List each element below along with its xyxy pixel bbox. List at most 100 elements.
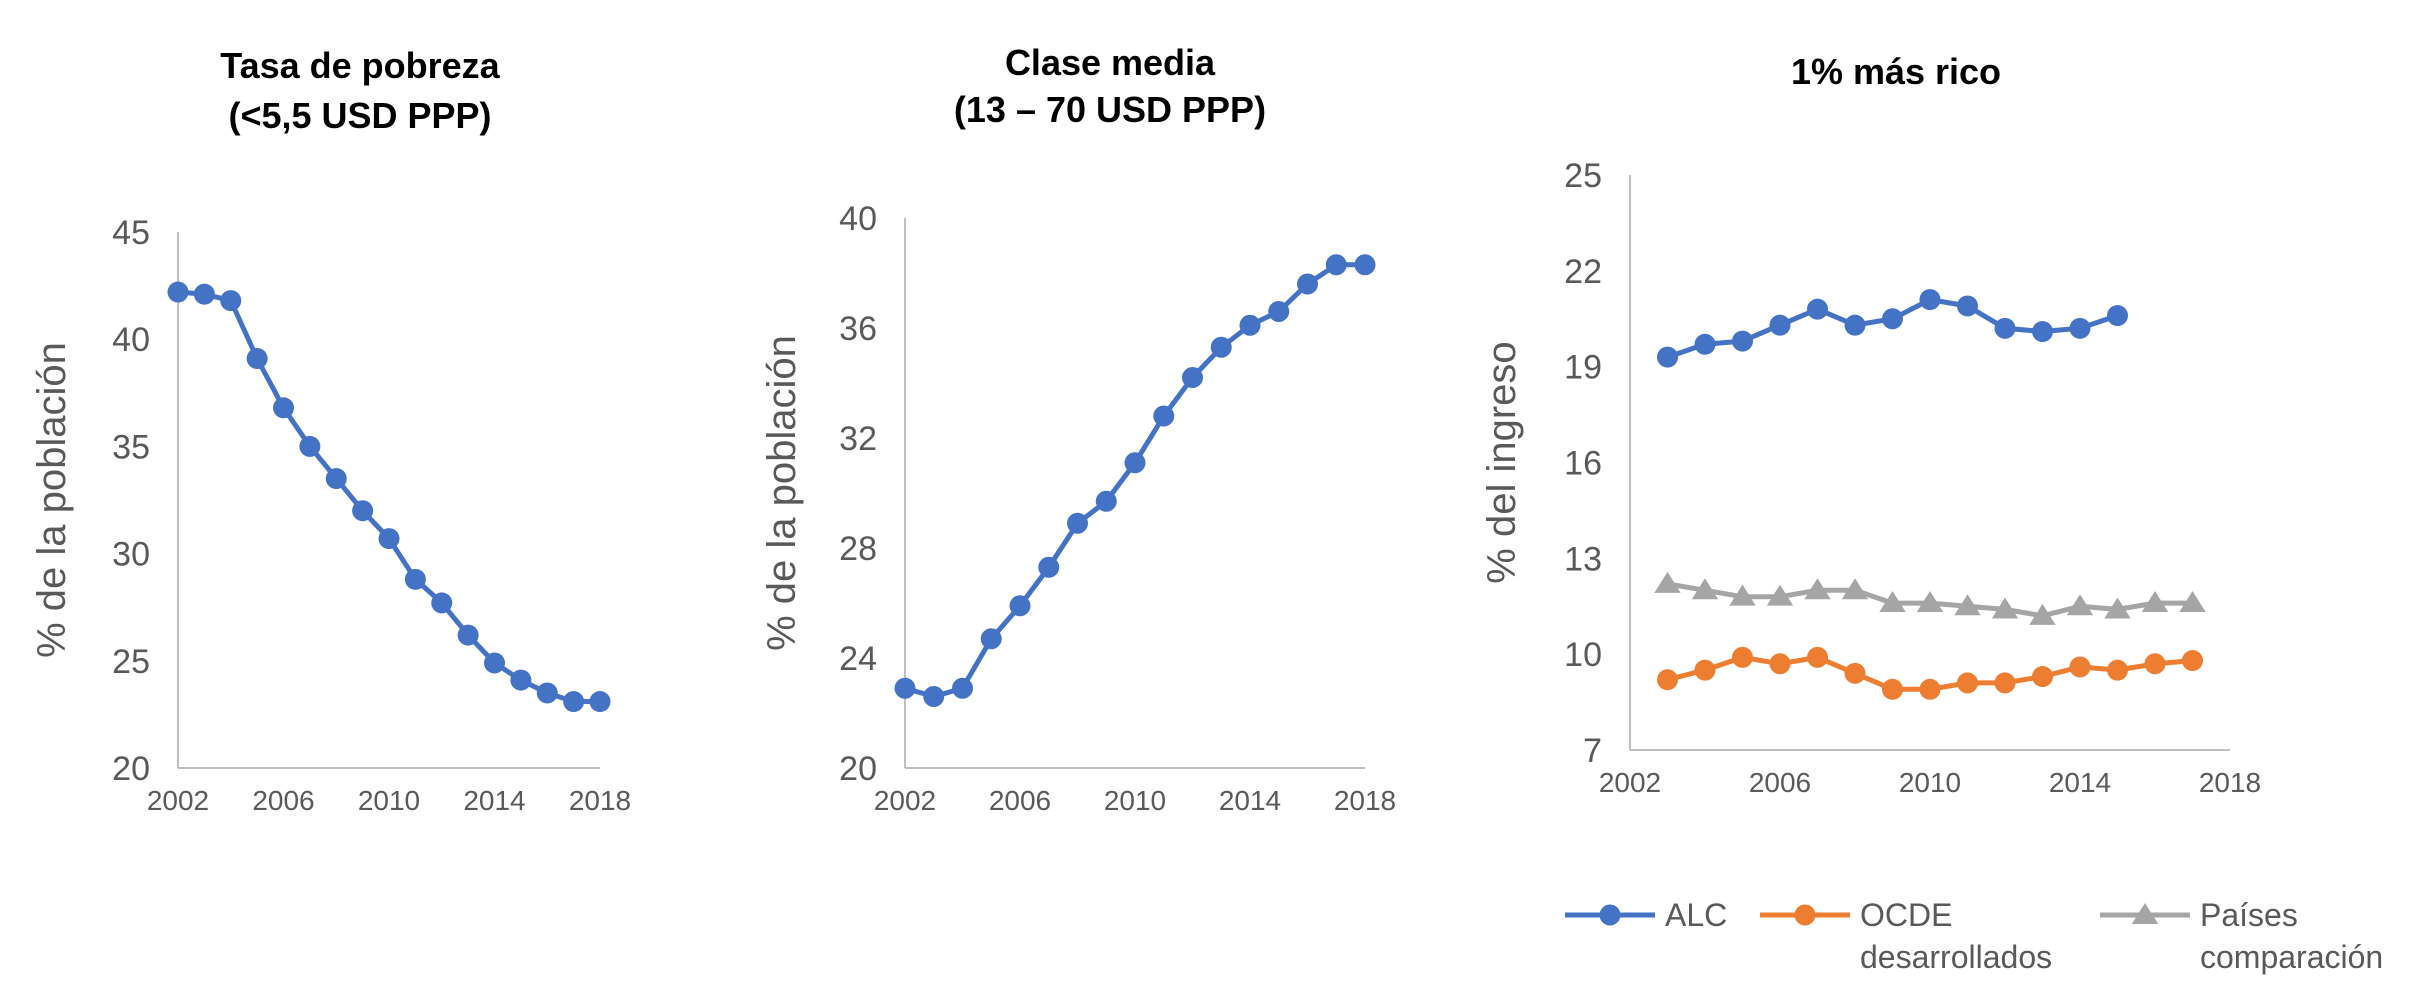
data-point [1766, 584, 1794, 606]
data-point [1182, 367, 1203, 388]
y-axis-label: % de la población [760, 335, 804, 651]
data-point [2141, 591, 2169, 613]
data-point [1957, 672, 1978, 694]
data-point [2107, 659, 2128, 681]
legend-label: ALC [1665, 897, 1727, 933]
x-tick-label: 2006 [989, 785, 1051, 816]
legend-marker [2131, 903, 2159, 924]
y-tick-label: 28 [839, 530, 877, 568]
y-tick-label: 40 [112, 321, 150, 359]
data-point [1297, 273, 1318, 295]
data-point [563, 691, 585, 713]
data-point [952, 677, 973, 699]
data-point [1095, 490, 1117, 512]
x-tick-label: 2014 [463, 785, 525, 816]
data-point [1919, 289, 1941, 311]
data-point [1654, 571, 1681, 593]
data-point [1807, 646, 1828, 668]
x-tick-label: 2006 [252, 785, 314, 816]
x-tick-label: 2018 [2199, 767, 2261, 798]
y-tick-label: 13 [1564, 540, 1602, 578]
data-point [2179, 591, 2206, 613]
data-point [1954, 594, 1981, 616]
data-point [1038, 556, 1060, 578]
legend-label: Países [2200, 897, 2298, 933]
data-point [1691, 578, 1719, 600]
data-point [1916, 591, 1944, 613]
data-point [2069, 317, 2091, 339]
x-tick-label: 2014 [2049, 767, 2111, 798]
legend-marker [1599, 904, 1621, 926]
y-tick-label: 20 [112, 750, 150, 788]
data-point [2144, 653, 2166, 675]
y-axis-label: % del ingreso [1480, 341, 1524, 583]
data-point [1732, 330, 1753, 352]
data-point [1957, 295, 1978, 317]
legend-label: desarrollados [1860, 939, 2052, 975]
data-point [1807, 298, 1828, 320]
data-point [1994, 317, 2016, 339]
data-point [1844, 662, 1866, 684]
data-point [1729, 584, 1756, 606]
y-tick-label: 45 [112, 214, 150, 252]
x-tick-label: 2006 [1749, 767, 1811, 798]
data-point [1009, 595, 1031, 617]
data-point [1732, 646, 1753, 668]
data-point [273, 397, 294, 419]
x-tick-label: 2014 [1219, 785, 1281, 816]
chart-title-line: (13 – 70 USD PPP) [954, 89, 1266, 130]
data-point [536, 682, 558, 704]
y-tick-label: 20 [839, 750, 877, 788]
data-point [1882, 308, 1903, 330]
chart-poverty-rate: Tasa de pobreza (<5,5 USD PPP) 20 25 30 35 40 4… [30, 45, 631, 816]
legend-marker [1794, 904, 1816, 926]
data-point [2182, 650, 2203, 672]
y-tick-label: 22 [1564, 253, 1602, 291]
data-point [1354, 254, 1376, 276]
chart-middle-class: Clase media (13 – 70 USD PPP) 20 24 28 32 36 40… [760, 42, 1396, 816]
data-point [246, 347, 268, 369]
data-point [484, 652, 505, 674]
legend-label: OCDE [1860, 897, 1952, 933]
y-tick-label: 19 [1564, 349, 1602, 387]
y-tick-label: 32 [839, 420, 877, 458]
x-tick-label: 2010 [358, 785, 420, 816]
data-point [1769, 653, 1791, 675]
data-point [980, 628, 1002, 650]
y-tick-label: 36 [839, 310, 877, 348]
x-tick-label: 2002 [147, 785, 209, 816]
data-point [220, 290, 242, 312]
series-line [177, 289, 600, 704]
data-point [2069, 656, 2091, 678]
data-point [325, 468, 347, 490]
data-point [1919, 678, 1941, 700]
y-tick-label: 10 [1564, 636, 1602, 674]
y-tick-label: 25 [1564, 157, 1602, 195]
chart-title-line: Clase media [1005, 42, 1216, 83]
data-point [378, 528, 400, 550]
series-line [904, 262, 1365, 699]
data-point [1124, 452, 1146, 474]
data-point [2104, 597, 2131, 619]
x-tick-label: 2018 [569, 785, 631, 816]
legend-label: comparación [2200, 939, 2383, 975]
chart-title-line: 1% más rico [1791, 51, 2001, 92]
data-point [1657, 346, 1678, 368]
data-point [1694, 659, 1716, 681]
data-point [167, 281, 189, 303]
data-point [1879, 591, 1906, 613]
y-tick-label: 16 [1564, 445, 1602, 483]
data-point [1239, 314, 1261, 336]
data-point [1067, 512, 1088, 534]
chart-title-line: Tasa de pobreza [220, 45, 500, 86]
data-point [923, 686, 945, 707]
data-point [1694, 333, 1716, 355]
data-point [404, 568, 426, 590]
data-point [510, 669, 532, 691]
data-point [2066, 594, 2094, 616]
x-tick-label: 2002 [874, 785, 936, 816]
data-point [1882, 678, 1903, 700]
x-tick-label: 2010 [1899, 767, 1961, 798]
y-tick-label: 24 [839, 640, 877, 678]
